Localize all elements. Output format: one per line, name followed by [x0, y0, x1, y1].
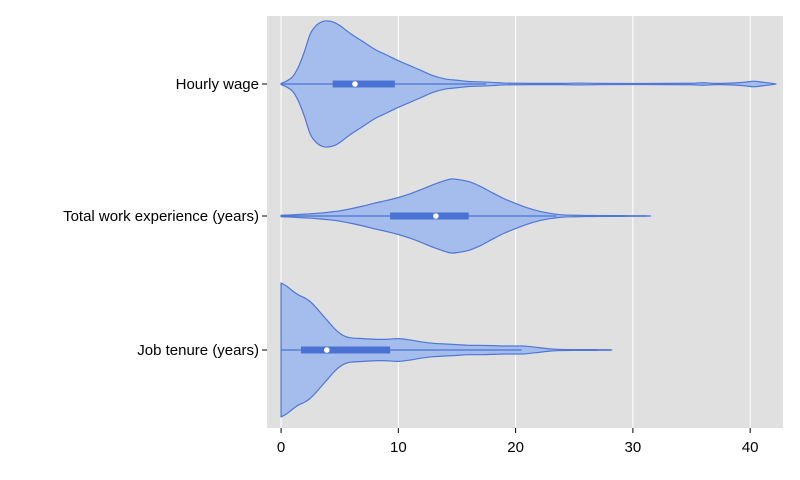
category-label-hourly-wage: Hourly wage — [176, 76, 259, 93]
violin-median-dot — [324, 347, 330, 353]
violin-total-work-experience-years — [280, 178, 652, 254]
violin-iqr-box — [332, 80, 395, 88]
x-axis: 0 10 20 30 40 — [277, 428, 759, 456]
y-axis: Hourly wage Total work experience (years)… — [63, 76, 267, 359]
x-tick-label: 10 — [390, 439, 407, 456]
x-tick-label: 40 — [742, 439, 759, 456]
violin-job-tenure-years — [280, 282, 613, 418]
violins — [280, 20, 777, 418]
x-tick-label: 0 — [277, 439, 285, 456]
violin-iqr-box — [301, 346, 391, 354]
violin-median-dot — [352, 81, 358, 87]
violin-hourly-wage — [280, 20, 777, 148]
violin-median-dot — [433, 213, 439, 219]
x-tick-label: 30 — [625, 439, 642, 456]
category-label-total-work-experience-years: Total work experience (years) — [63, 208, 259, 225]
violin-iqr-box — [390, 212, 469, 220]
category-label-job-tenure-years: Job tenure (years) — [137, 342, 259, 359]
violin-body — [280, 20, 777, 148]
x-tick-label: 20 — [507, 439, 524, 456]
